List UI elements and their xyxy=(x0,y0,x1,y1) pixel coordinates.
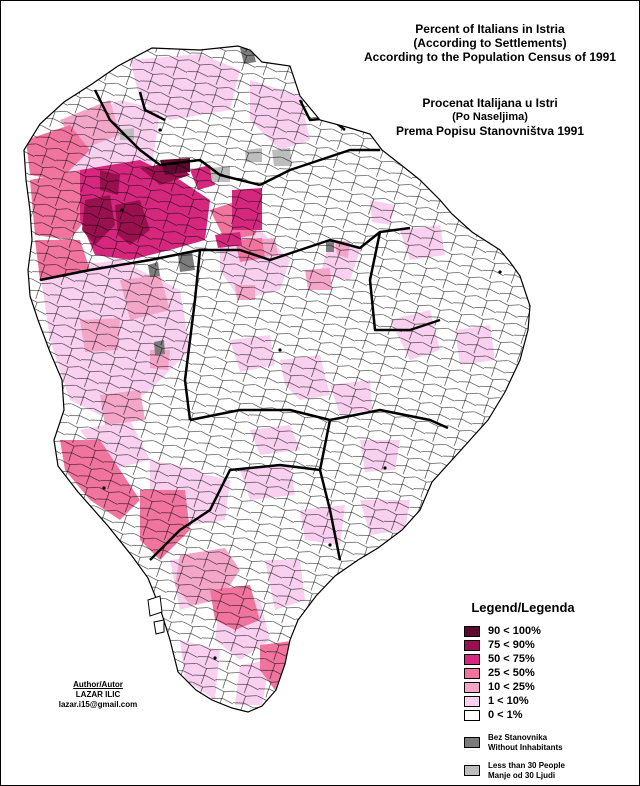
legend-label-line: Less than 30 People xyxy=(488,761,565,770)
settlement-dots xyxy=(102,128,502,660)
legend-swatch xyxy=(464,765,480,776)
legend-label: 10 < 25% xyxy=(488,681,535,693)
title-croatian: Procenat Italijana u Istri (Po Naseljima… xyxy=(340,96,640,138)
title-line: (Po Naseljima) xyxy=(452,111,528,123)
legend-label: Bez Stanovnika Without Inhabitants xyxy=(488,733,563,753)
legend-swatch xyxy=(464,710,480,721)
legend-label: 75 < 90% xyxy=(488,639,535,651)
legend-label: 50 < 75% xyxy=(488,653,535,665)
legend-item: 0 < 1% xyxy=(448,709,628,723)
title-line: (According to Settlements) xyxy=(413,36,567,50)
legend-label: 90 < 100% xyxy=(488,625,541,637)
legend-item: 25 < 50% xyxy=(448,667,628,681)
title-line: According to the Population Census of 19… xyxy=(363,50,617,64)
legend-swatch xyxy=(464,737,480,748)
legend-label-line: Bez Stanovnika xyxy=(488,733,548,742)
legend-label-line: Without Inhabitants xyxy=(488,743,563,752)
legend-item-less-than-30: Less than 30 People Manje od 30 Ljudi xyxy=(448,761,628,785)
legend-swatch xyxy=(464,696,480,707)
legend-title: Legend/Legenda xyxy=(471,600,575,615)
istria-coastline xyxy=(23,45,531,713)
legend-swatch xyxy=(464,640,480,651)
legend-swatch xyxy=(464,682,480,693)
title-line: Percent of Italians in Istria xyxy=(415,22,565,36)
author-email: lazar.i15@gmail.com xyxy=(58,700,138,709)
legend-label: 0 < 1% xyxy=(488,709,523,721)
author-credit: Author/Autor LAZAR ILIC lazar.i15@gmail.… xyxy=(48,680,148,710)
legend-label: 25 < 50% xyxy=(488,667,535,679)
legend-item: 1 < 10% xyxy=(448,695,628,709)
legend-label-line: Manje od 30 Ljudi xyxy=(488,771,556,780)
title-english: Percent of Italians in Istria (According… xyxy=(340,22,640,64)
legend-swatch xyxy=(464,626,480,637)
title-line: Procenat Italijana u Istri xyxy=(422,96,558,110)
legend-swatch xyxy=(464,668,480,679)
legend-swatch xyxy=(464,654,480,665)
legend-item: 50 < 75% xyxy=(448,653,628,667)
author-name: LAZAR ILIC xyxy=(75,690,121,699)
legend-item: 75 < 90% xyxy=(448,639,628,653)
brijuni-islands xyxy=(147,595,165,635)
author-heading: Author/Autor xyxy=(73,680,123,689)
title-line: Prema Popisu Stanovništva 1991 xyxy=(395,124,585,138)
legend: Legend/Legenda 90 < 100% 75 < 90% 50 < 7… xyxy=(448,600,628,785)
legend-item: 10 < 25% xyxy=(448,681,628,695)
legend-item: 90 < 100% xyxy=(448,625,628,639)
legend-item-without-inhabitants: Bez Stanovnika Without Inhabitants xyxy=(448,733,628,757)
municipality-borders xyxy=(39,89,449,561)
legend-label: Less than 30 People Manje od 30 Ljudi xyxy=(488,761,565,781)
legend-label: 1 < 10% xyxy=(488,695,529,707)
